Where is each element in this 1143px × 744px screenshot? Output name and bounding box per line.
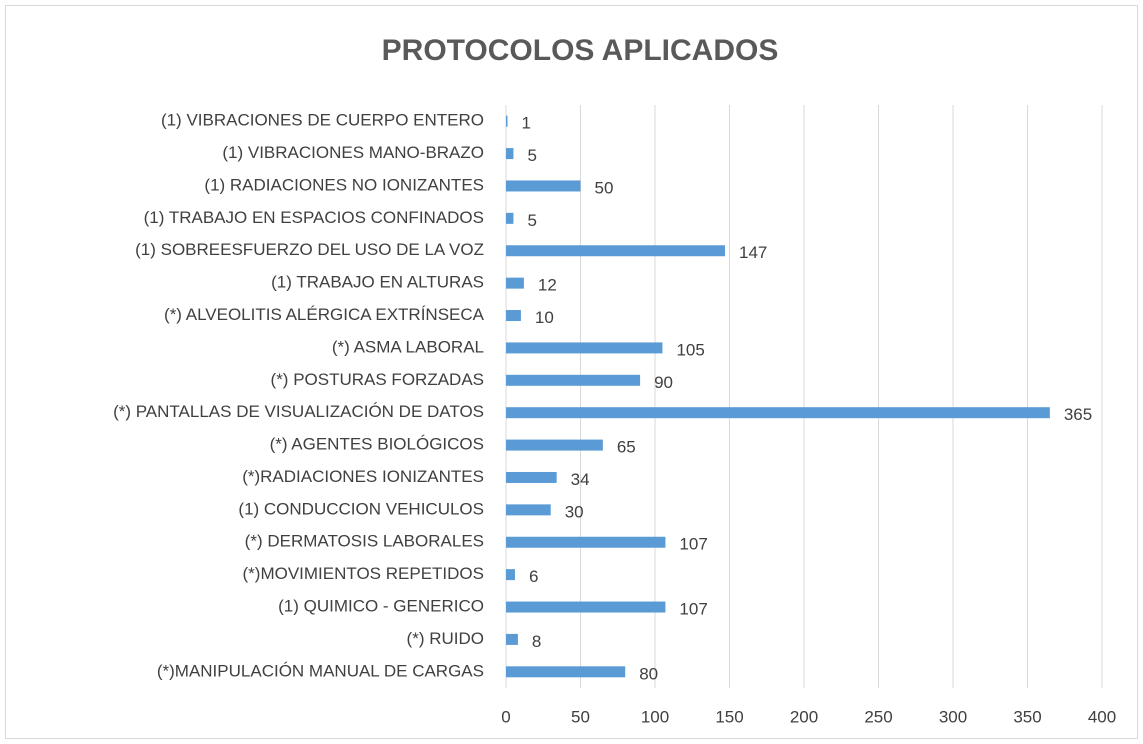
x-tick-label: 350 — [1013, 707, 1041, 726]
y-tick-label: (1) TRABAJO EN ALTURAS — [271, 273, 484, 292]
bar — [506, 536, 666, 548]
x-tick-label: 0 — [501, 707, 510, 726]
data-label: 8 — [532, 632, 541, 651]
data-label: 50 — [595, 178, 614, 197]
bar — [506, 504, 551, 516]
bar — [506, 310, 521, 322]
data-label: 5 — [527, 146, 536, 165]
chart-title: PROTOCOLOS APLICADOS — [382, 34, 779, 67]
x-tick-label: 150 — [715, 707, 743, 726]
chart-border — [5, 5, 1138, 739]
bar — [506, 115, 508, 127]
data-label: 365 — [1064, 405, 1092, 424]
y-tick-label: (1) VIBRACIONES MANO-BRAZO — [222, 143, 484, 162]
bar — [506, 342, 663, 354]
y-tick-label: (*) PANTALLAS DE VISUALIZACIÓN DE DATOS — [113, 402, 484, 421]
data-label: 107 — [679, 535, 707, 554]
x-tick-label: 250 — [864, 707, 892, 726]
bar — [506, 277, 524, 289]
y-tick-label: (*) ALVEOLITIS ALÉRGICA EXTRÍNSECA — [164, 305, 485, 324]
data-label: 10 — [535, 308, 554, 327]
y-tick-label: (1) TRABAJO EN ESPACIOS CONFINADOS — [144, 208, 484, 227]
bar — [506, 245, 726, 257]
x-tick-label: 300 — [939, 707, 967, 726]
bar — [506, 407, 1050, 419]
bar — [506, 633, 518, 645]
x-tick-label: 400 — [1088, 707, 1116, 726]
data-label: 65 — [617, 438, 636, 457]
y-tick-label: (*) ASMA LABORAL — [332, 337, 484, 356]
bar — [506, 569, 515, 581]
y-tick-label: (*) AGENTES BIOLÓGICOS — [270, 435, 484, 454]
data-label: 6 — [529, 567, 538, 586]
data-label: 1 — [521, 114, 530, 133]
data-label: 80 — [639, 664, 658, 683]
y-tick-label: (*) RUIDO — [407, 629, 484, 648]
bar — [506, 212, 514, 224]
data-label: 5 — [527, 211, 536, 230]
x-tick-label: 50 — [571, 707, 590, 726]
y-tick-label: (1) VIBRACIONES DE CUERPO ENTERO — [161, 111, 484, 130]
data-label: 90 — [654, 373, 673, 392]
y-tick-label: (*) DERMATOSIS LABORALES — [245, 532, 484, 551]
bar — [506, 666, 626, 678]
data-label: 147 — [739, 243, 767, 262]
data-label: 12 — [538, 276, 557, 295]
data-label: 30 — [565, 502, 584, 521]
y-tick-label: (1) CONDUCCION VEHICULOS — [238, 499, 484, 518]
bar — [506, 148, 514, 160]
data-label: 105 — [676, 340, 704, 359]
y-tick-label: (*)MANIPULACIÓN MANUAL DE CARGAS — [157, 661, 484, 680]
bar — [506, 439, 603, 451]
bar — [506, 374, 641, 386]
bar — [506, 180, 581, 192]
y-tick-label: (*)MOVIMIENTOS REPETIDOS — [243, 564, 485, 583]
y-tick-label: (1) QUIMICO - GENERICO — [278, 597, 484, 616]
bar — [506, 601, 666, 613]
data-label: 107 — [679, 600, 707, 619]
data-label: 34 — [571, 470, 590, 489]
y-tick-label: (1) SOBREESFUERZO DEL USO DE LA VOZ — [135, 240, 484, 259]
y-tick-label: (1) RADIACIONES NO IONIZANTES — [204, 175, 484, 194]
y-tick-label: (*) POSTURAS FORZADAS — [271, 370, 484, 389]
x-tick-label: 100 — [641, 707, 669, 726]
bar — [506, 471, 557, 483]
y-tick-label: (*)RADIACIONES IONIZANTES — [242, 467, 484, 486]
x-tick-label: 200 — [790, 707, 818, 726]
